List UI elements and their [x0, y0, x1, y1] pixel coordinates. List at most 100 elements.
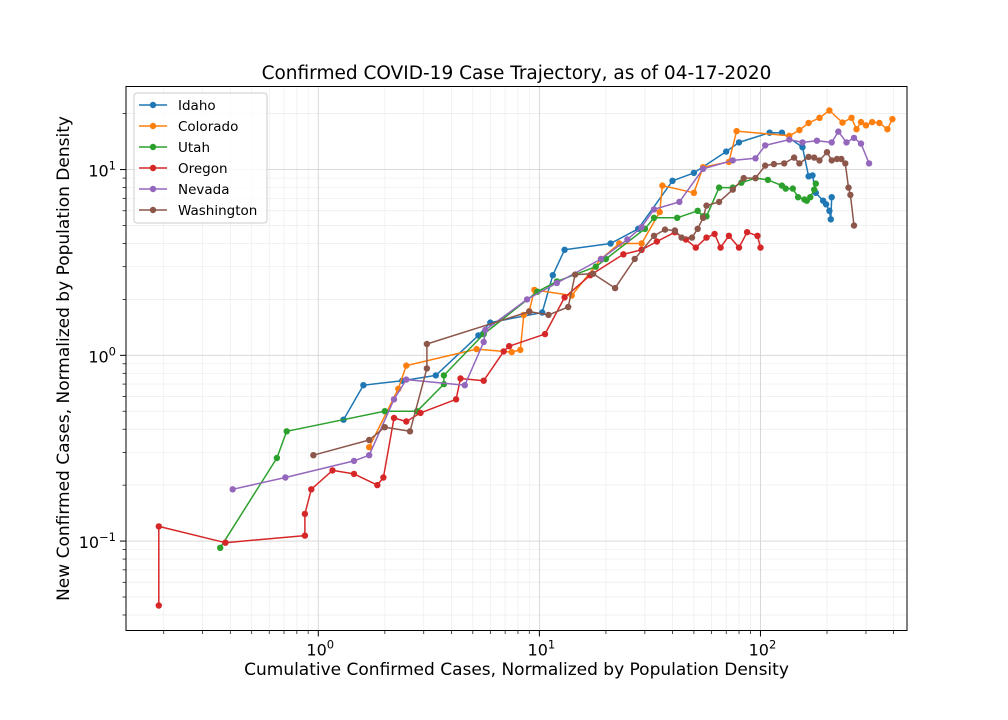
data-point-utah — [650, 214, 658, 221]
data-point-utah — [811, 186, 818, 193]
data-point-washington — [589, 270, 597, 277]
data-point-utah — [381, 408, 388, 415]
data-point-washington — [838, 155, 845, 163]
data-point-utah — [592, 263, 599, 270]
data-point-washington — [752, 174, 759, 182]
legend-label: Washington — [178, 203, 257, 219]
y-tick-label-base: 10 — [79, 533, 99, 552]
data-point-washington — [762, 162, 769, 169]
data-point-utah — [782, 185, 789, 192]
data-point-washington — [366, 436, 373, 444]
data-point-washington — [694, 225, 701, 232]
data-point-idaho — [809, 172, 816, 179]
data-point-oregon — [155, 602, 162, 609]
data-point-colorado — [869, 118, 876, 126]
data-point-colorado — [366, 444, 373, 451]
y-axis-label: New Confirmed Cases, Normalized by Popul… — [54, 116, 74, 601]
data-point-oregon — [692, 244, 699, 251]
data-point-nevada — [523, 296, 531, 303]
x-tick-label: 100 — [306, 638, 334, 660]
data-point-idaho — [822, 201, 830, 208]
data-point-washington — [381, 424, 388, 431]
data-point-idaho — [432, 372, 439, 379]
series-nevada — [229, 128, 873, 493]
data-point-idaho — [360, 382, 367, 389]
data-point-nevada — [676, 198, 683, 206]
data-point-nevada — [390, 396, 398, 403]
data-point-washington — [781, 160, 788, 167]
legend: Idaho Colorado Utah Oregon Nevada Washington — [133, 92, 268, 224]
data-point-oregon — [725, 232, 733, 239]
data-point-oregon — [711, 230, 718, 238]
x-tick-label-exponent: 0 — [327, 638, 334, 652]
data-point-washington — [770, 160, 778, 168]
data-point-nevada — [857, 140, 865, 147]
data-point-idaho — [735, 139, 743, 146]
data-point-oregon — [308, 486, 315, 493]
data-point-nevada — [835, 128, 842, 135]
data-point-nevada — [828, 139, 835, 146]
data-point-washington — [650, 232, 658, 239]
data-point-colorado — [508, 348, 515, 356]
data-point-washington — [842, 160, 849, 167]
data-point-colorado — [862, 122, 870, 129]
data-point-oregon — [735, 244, 743, 251]
data-point-oregon — [350, 470, 358, 478]
data-point-idaho — [799, 144, 806, 151]
data-point-colorado — [816, 114, 823, 122]
data-point-colorado — [659, 182, 666, 189]
data-point-washington — [423, 365, 431, 372]
data-point-nevada — [850, 134, 858, 142]
legend-label: Oregon — [178, 161, 228, 177]
data-point-utah — [440, 372, 448, 379]
y-tick-label-exponent: 0 — [109, 344, 116, 358]
data-point-oregon — [329, 467, 336, 474]
data-point-washington — [850, 222, 858, 229]
data-point-washington — [828, 157, 835, 164]
data-point-washington — [310, 452, 317, 459]
data-point-utah — [217, 544, 224, 551]
data-point-colorado — [656, 208, 663, 216]
data-point-washington — [811, 154, 818, 161]
x-tick-label-exponent: 2 — [769, 638, 776, 652]
data-point-oregon — [754, 232, 761, 239]
data-point-washington — [671, 227, 679, 234]
data-point-idaho — [549, 272, 556, 279]
data-point-utah — [794, 194, 802, 201]
data-point-nevada — [762, 142, 769, 149]
data-point-washington — [823, 149, 831, 156]
data-point-nevada — [553, 279, 561, 287]
data-point-washington — [790, 154, 798, 161]
legend-item-nevada: Nevada — [139, 182, 230, 198]
y-tick-label: 101 — [88, 159, 116, 181]
legend-label: Colorado — [178, 119, 238, 135]
data-point-washington — [571, 271, 579, 278]
legend-frame — [133, 92, 268, 224]
data-point-oregon — [222, 539, 229, 546]
data-point-oregon — [757, 244, 764, 251]
legend-item-idaho: Idaho — [139, 98, 216, 114]
legend-item-oregon: Oregon — [139, 161, 228, 177]
data-point-nevada — [650, 206, 658, 213]
data-point-nevada — [752, 155, 759, 162]
x-tick-label-base: 10 — [528, 641, 548, 660]
data-point-nevada — [366, 452, 373, 459]
y-tick-label-exponent: −1 — [99, 530, 116, 544]
data-point-oregon — [541, 330, 549, 338]
data-point-colorado — [473, 345, 480, 353]
data-point-nevada — [597, 255, 605, 263]
y-tick-label-base: 10 — [88, 347, 108, 366]
chart-title: Confirmed COVID-19 Case Trajectory, as o… — [262, 63, 772, 84]
data-point-washington — [845, 184, 852, 191]
data-point-utah — [715, 184, 723, 191]
data-point-colorado — [884, 126, 891, 133]
data-point-colorado — [805, 119, 812, 127]
data-point-nevada — [799, 139, 806, 146]
data-point-washington — [688, 234, 696, 241]
data-point-colorado — [796, 126, 803, 134]
data-point-colorado — [638, 240, 645, 247]
series-oregon — [155, 229, 764, 609]
data-point-colorado — [853, 126, 860, 133]
data-point-colorado — [848, 114, 855, 122]
